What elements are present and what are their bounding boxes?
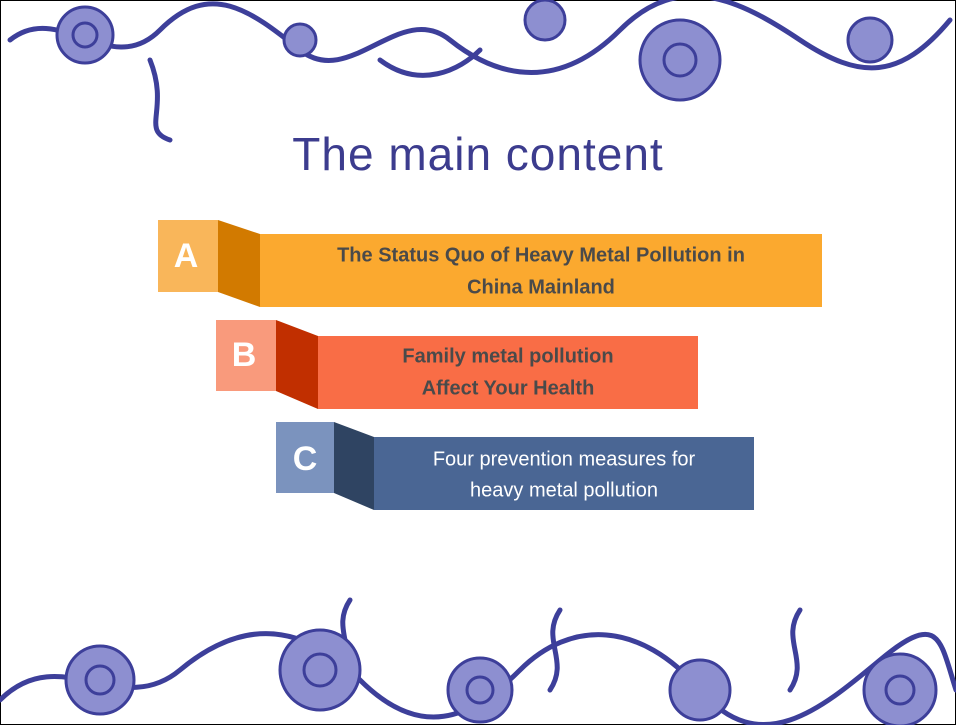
connector xyxy=(218,220,260,307)
item-letter: B xyxy=(232,336,257,374)
item-text: China Mainland xyxy=(467,276,615,298)
item-letter: C xyxy=(293,440,318,478)
item-text: Four prevention measures for xyxy=(433,448,696,470)
item-text: Affect Your Health xyxy=(422,377,595,399)
item-text: The Status Quo of Heavy Metal Pollution … xyxy=(337,244,745,266)
item-text: heavy metal pollution xyxy=(470,479,658,501)
item-letter: A xyxy=(174,237,199,275)
item-text: Family metal pollution xyxy=(402,345,613,367)
slide: The main content A The Status Quo of Hea… xyxy=(0,0,956,725)
slide-title: The main content xyxy=(292,128,663,180)
